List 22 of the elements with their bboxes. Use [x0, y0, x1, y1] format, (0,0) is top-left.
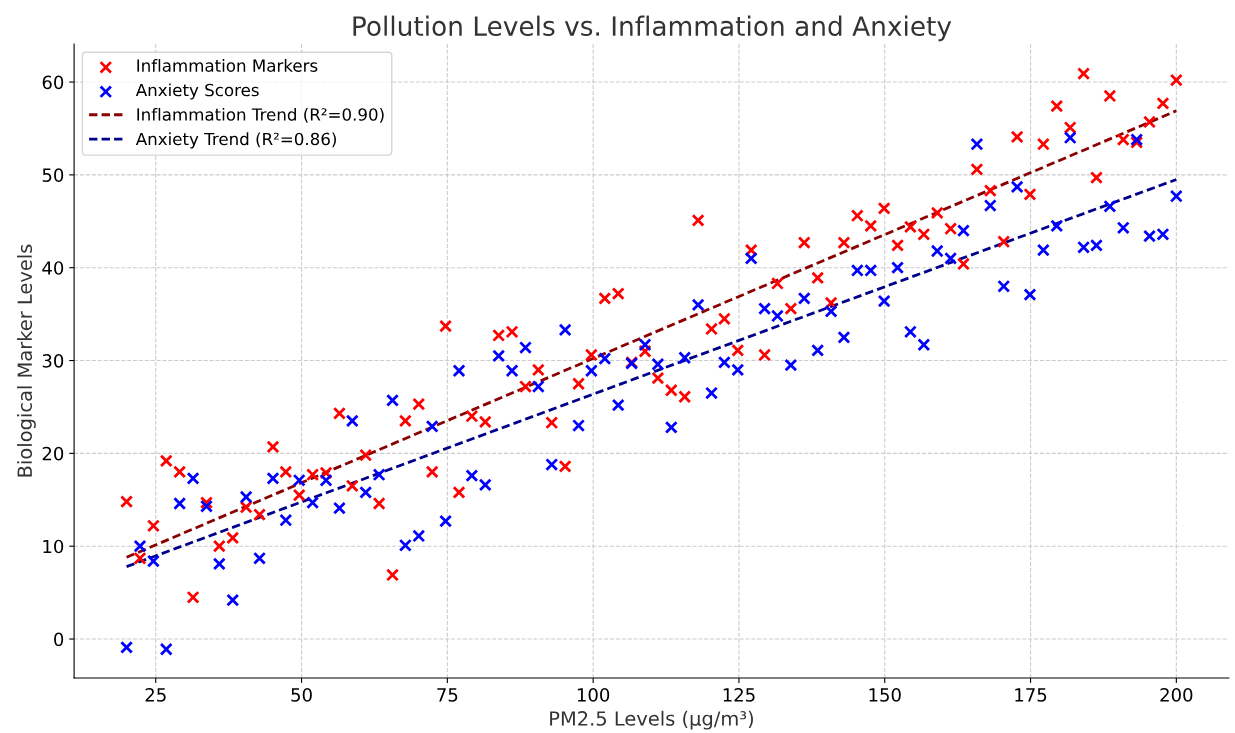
x-tick-label: 50 [291, 688, 312, 702]
y-tick-label: 0 [54, 632, 64, 647]
y-tick-label: 60 [42, 75, 64, 90]
x-axis-title: PM2.5 Levels (µg/m³) [550, 710, 753, 730]
x-tick-label: 75 [437, 688, 458, 702]
y-tick-label: 40 [42, 261, 64, 275]
y-tick-label: 50 [42, 168, 64, 182]
y-tick-label: 10 [43, 539, 64, 554]
chart-title: Pollution Levels vs. Inflammation and Anxiety [353, 15, 952, 42]
legend-label: Inflammation Markers [137, 58, 318, 72]
x-tick-label: 200 [1160, 688, 1193, 702]
legend-label: Anxiety Trend (R²=0.86) [135, 132, 336, 149]
y-axis-title: Biological Marker Levels [17, 244, 36, 477]
legend-label: Anxiety Scores [135, 83, 259, 100]
x-tick-label: 125 [723, 688, 755, 702]
y-tick-label: 20 [42, 446, 64, 461]
x-tick-label: 25 [145, 688, 166, 702]
x-tick-label: 175 [1015, 688, 1047, 702]
x-tick-label: 150 [869, 688, 901, 702]
y-tick-label: 30 [42, 354, 64, 368]
x-tick-label: 100 [577, 688, 610, 702]
legend-label: Inflammation Trend (R²=0.90) [137, 107, 384, 123]
